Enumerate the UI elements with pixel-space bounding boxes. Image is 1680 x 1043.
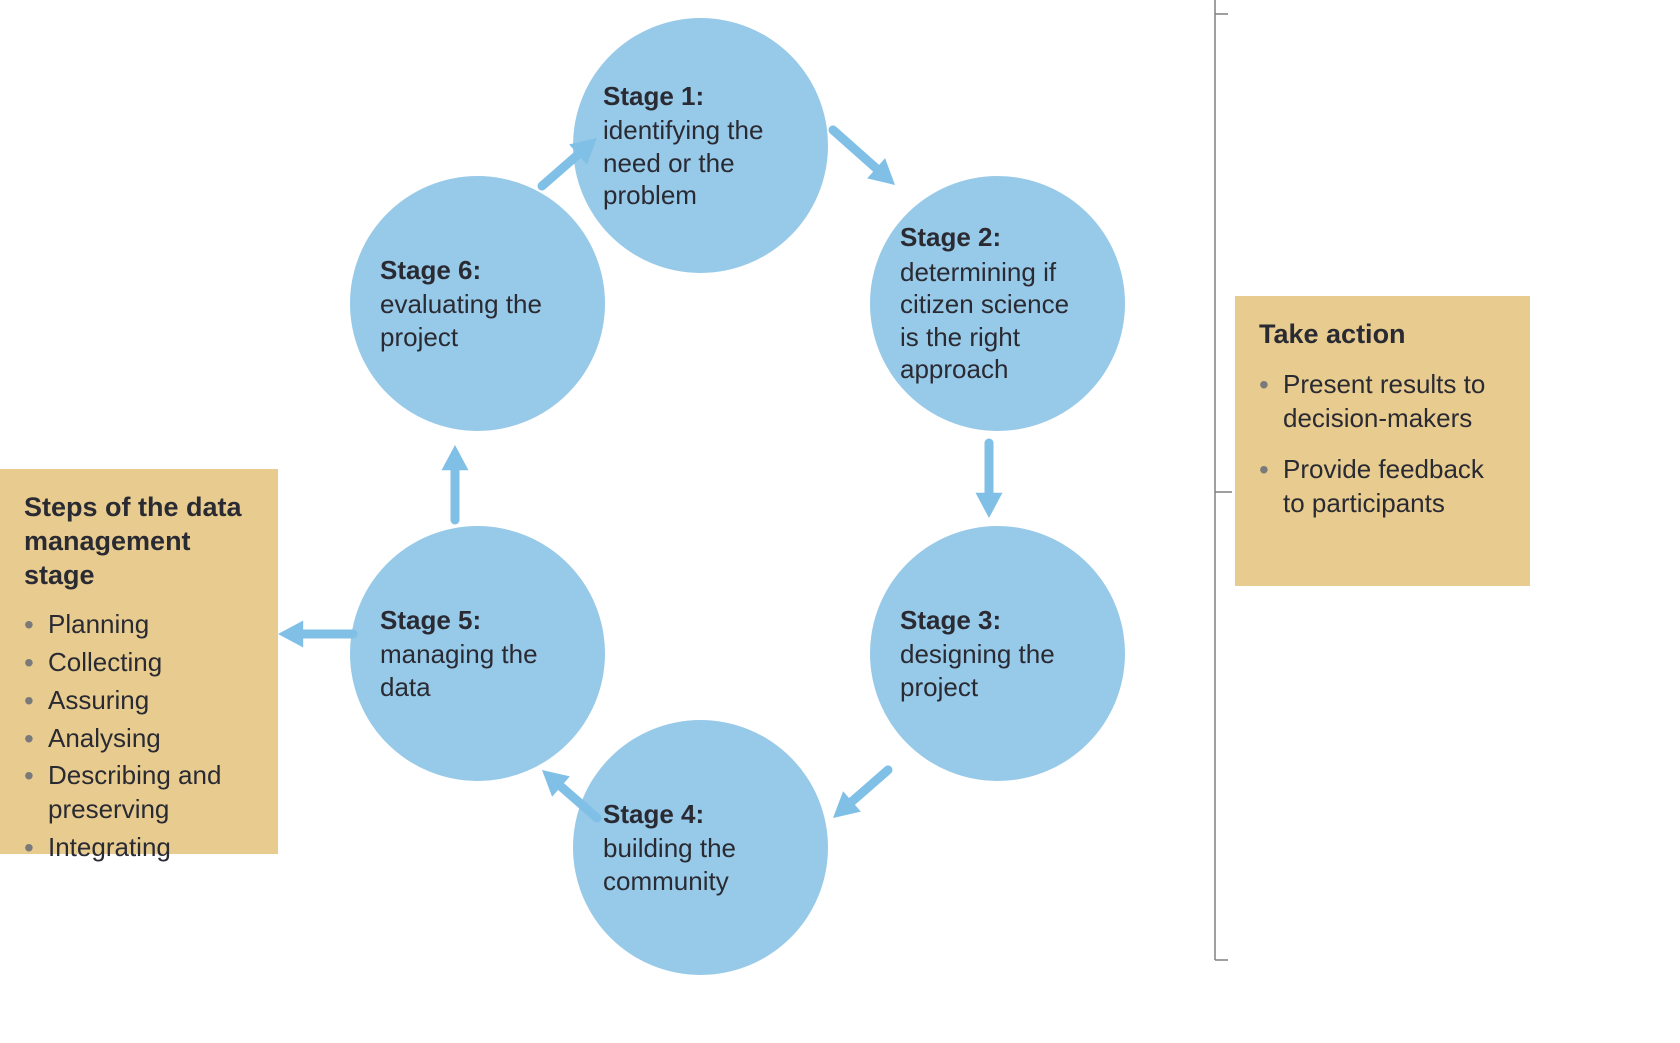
right-callout-list: Present results to decision-makers Provid…: [1259, 368, 1506, 521]
stage-4-title: Stage 4:: [603, 798, 798, 831]
stage-2-title: Stage 2:: [900, 221, 1095, 254]
left-callout-list: Planning Collecting Assuring AnalysingDescr…: [24, 608, 254, 865]
stage-1-node: Stage 1: identifying the need or the pro…: [573, 18, 828, 273]
left-callout-item: Analysing: [24, 722, 254, 756]
stage-4-desc: building the community: [603, 832, 798, 897]
right-callout-item: Present results to decision-makers: [1259, 368, 1506, 436]
left-callout-item: Assuring: [24, 684, 254, 718]
stage-5-title: Stage 5:: [380, 604, 575, 637]
stage-2-node: Stage 2: determining if citizen science …: [870, 176, 1125, 431]
stage-1-title: Stage 1:: [603, 80, 798, 113]
stage-5-desc: managing the data: [380, 638, 575, 703]
stage-1-desc: identifying the need or the problem: [603, 114, 798, 212]
right-callout-box: Take action Present results to decision-…: [1235, 296, 1530, 586]
diagram-canvas: Stage 1: identifying the need or the pro…: [0, 0, 1680, 1043]
left-callout-item: Collecting: [24, 646, 254, 680]
stage-2-desc: determining if citizen science is the ri…: [900, 256, 1095, 386]
stage-3-desc: designing the project: [900, 638, 1095, 703]
stage-5-node: Stage 5: managing the data: [350, 526, 605, 781]
stage-6-node: Stage 6: evaluating the project: [350, 176, 605, 431]
left-callout-title: Steps of the data management stage: [24, 491, 254, 592]
stage-4-node: Stage 4: building the community: [573, 720, 828, 975]
right-callout-title: Take action: [1259, 318, 1506, 352]
stage-6-title: Stage 6:: [380, 254, 575, 287]
right-callout-item: Provide feedback to participants: [1259, 453, 1506, 521]
left-callout-item: Integrating: [24, 831, 254, 865]
stage-3-title: Stage 3:: [900, 604, 1095, 637]
left-callout-box: Steps of the data management stage Plann…: [0, 469, 278, 854]
stage-6-desc: evaluating the project: [380, 288, 575, 353]
stage-3-node: Stage 3: designing the project: [870, 526, 1125, 781]
left-callout-item: Planning: [24, 608, 254, 642]
left-callout-item: Describing and preserving: [24, 759, 254, 827]
